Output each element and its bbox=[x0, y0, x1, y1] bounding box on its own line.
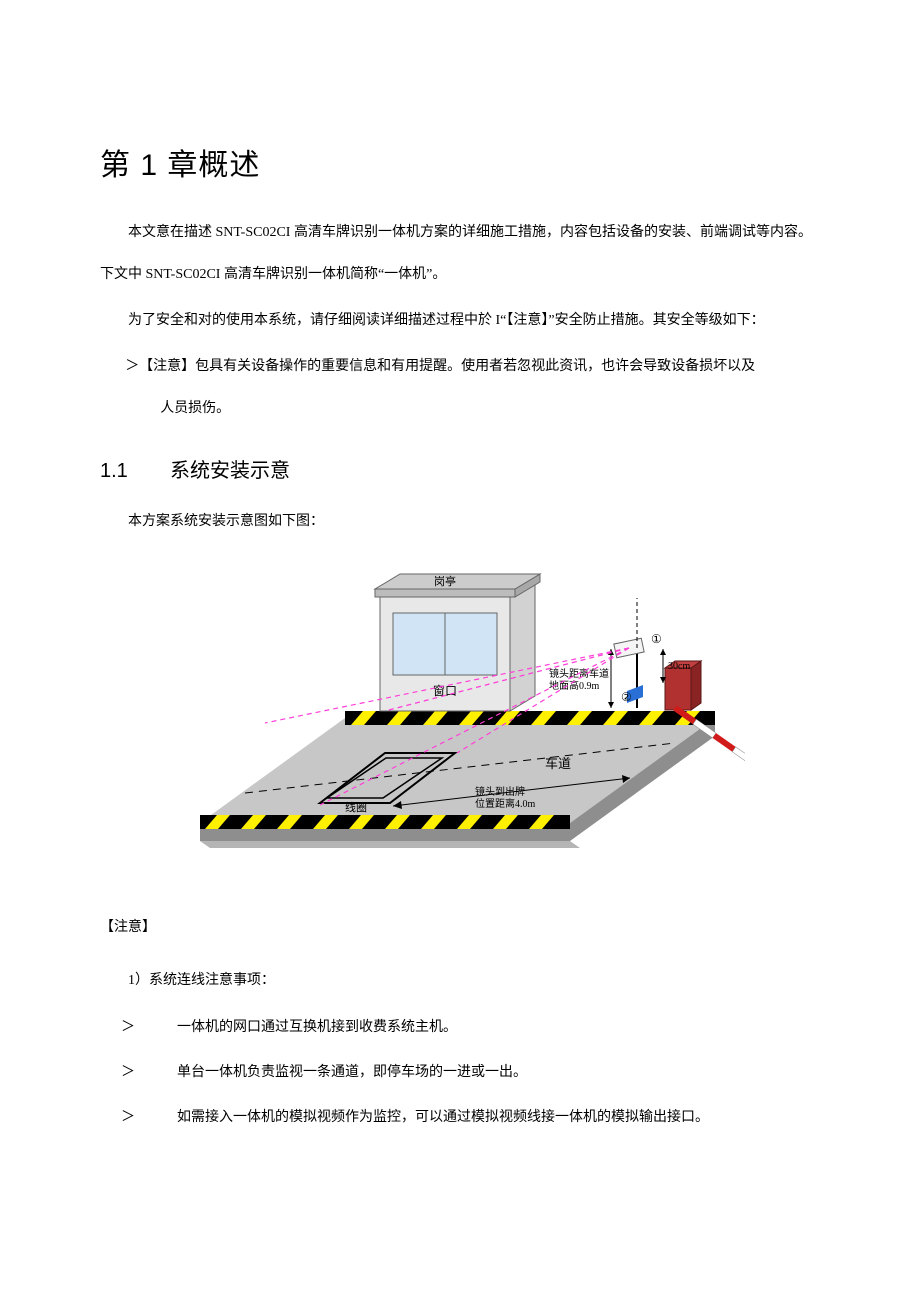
svg-text:镜头到出牌: 镜头到出牌 bbox=[475, 785, 525, 798]
notice-bullet-2: ＞单台一体机负责监视一条通道，即停车场的一进或一出。 bbox=[100, 1051, 820, 1096]
svg-text:线圈: 线圈 bbox=[345, 800, 367, 814]
bullet-text-2: 单台一体机负责监视一条通道，即停车场的一进或一出。 bbox=[177, 1065, 527, 1080]
marker-2: ② bbox=[621, 690, 632, 704]
chapter-title: 第 1 章概述 bbox=[100, 140, 820, 184]
marker-1: ① bbox=[651, 632, 662, 646]
slab-shadow bbox=[200, 841, 580, 848]
booth-title-text: 岗亭 bbox=[434, 574, 456, 588]
intro-paragraph-1: 本文意在描述 SNT-SC02CI 高清车牌识别一体机方案的详细施工措施，内容包… bbox=[100, 212, 820, 296]
camera-offset-label: 30cm bbox=[668, 661, 690, 672]
document-page: 第 1 章概述 本文意在描述 SNT-SC02CI 高清车牌识别一体机方案的详细… bbox=[0, 0, 920, 1200]
booth: 岗亭 窗口 bbox=[375, 574, 540, 711]
section-intro: 本方案系统安装示意图如下图： bbox=[100, 501, 820, 543]
chevron-icon: ＞ bbox=[149, 1051, 177, 1096]
section-1-1-title: 1.1系统安装示意 bbox=[100, 454, 820, 483]
attention-note-line2: 人员损伤。 bbox=[100, 388, 820, 430]
section-number: 1.1 bbox=[100, 460, 170, 483]
section-name: 系统安装示意 bbox=[170, 460, 290, 482]
installation-diagram: 岗亭 窗口 bbox=[100, 553, 820, 888]
road-surface bbox=[200, 718, 715, 823]
hazard-curb-back bbox=[345, 711, 715, 725]
svg-text:位置距离4.0m: 位置距离4.0m bbox=[475, 797, 535, 810]
lane-label: 车道 bbox=[545, 756, 571, 771]
hazard-curb-front bbox=[200, 815, 570, 829]
chevron-icon: ＞ bbox=[149, 1096, 177, 1141]
intro-paragraph-2: 为了安全和对的使用本系统，请仔细阅读详细描述过程中於 I“【注意】”安全防止措施… bbox=[100, 300, 820, 342]
bullet-text-1: 一体机的网口通过互换机接到收费系统主机。 bbox=[177, 1020, 457, 1035]
notice-bullet-3: ＞如需接入一体机的模拟视频作为监控，可以通过模拟视频线接一体机的模拟输出接口。 bbox=[100, 1096, 820, 1141]
bullet-text-3: 如需接入一体机的模拟视频作为监控，可以通过模拟视频线接一体机的模拟输出接口。 bbox=[177, 1110, 709, 1125]
chevron-icon: ＞ bbox=[149, 1006, 177, 1051]
notice-bullet-1: ＞一体机的网口通过互换机接到收费系统主机。 bbox=[100, 1006, 820, 1051]
attention-note-line1: ＞【注意】包具有关设备操作的重要信息和有用提醒。使用者若忽视此资讯，也许会导致设… bbox=[100, 346, 820, 388]
notice-heading: 【注意】 bbox=[100, 916, 820, 936]
notice-item-1: 1）系统连线注意事项： bbox=[100, 960, 820, 1002]
